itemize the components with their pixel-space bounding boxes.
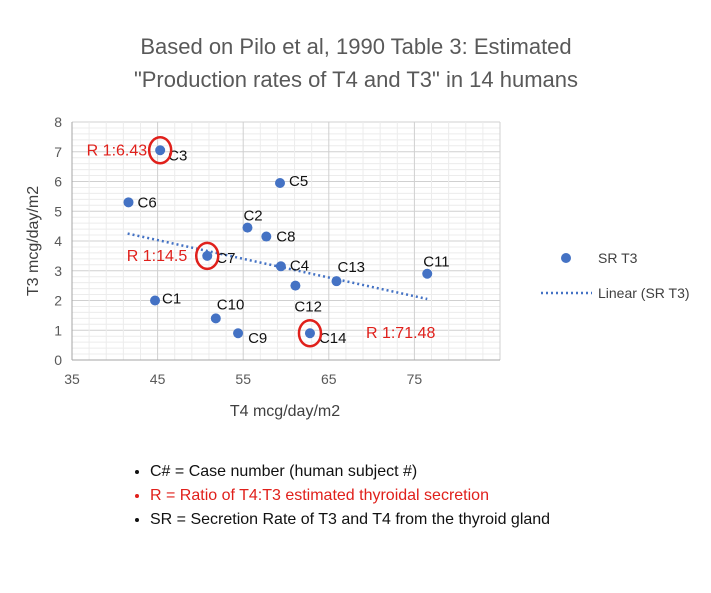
y-tick-label: 3	[54, 263, 62, 279]
ratio-circle-c3	[147, 136, 173, 165]
data-point-c6	[123, 197, 134, 208]
ratio-label-c7: R 1:14.5	[127, 248, 188, 265]
y-axis-label: T3 mcg/day/m2	[25, 186, 42, 296]
data-point-c4	[275, 261, 286, 272]
data-points	[123, 145, 433, 339]
point-label-c11: C11	[423, 254, 449, 271]
data-point-c7	[202, 250, 213, 261]
notes-list: C# = Case number (human subject #) R = R…	[130, 460, 580, 532]
note-secretion-rate: SR = Secretion Rate of T3 and T4 from th…	[150, 508, 580, 532]
point-label-c5: C5	[289, 173, 308, 190]
y-tick-label: 5	[54, 203, 62, 219]
point-label-c3: C3	[168, 147, 187, 164]
data-point-c9	[233, 328, 244, 339]
chart-axes	[71, 122, 500, 361]
linear-trendline	[127, 232, 428, 301]
note-case-number: C# = Case number (human subject #)	[150, 460, 580, 484]
point-label-c2: C2	[243, 208, 262, 225]
scatter-chart: Based on Pilo et al, 1990 Table 3: Estim…	[25, 34, 690, 420]
chart-title-line-2: "Production rates of T4 and T3" in 14 hu…	[134, 67, 578, 92]
chart-title-line-1: Based on Pilo et al, 1990 Table 3: Estim…	[140, 34, 571, 59]
x-tick-label: 65	[321, 371, 337, 387]
data-point-c14	[304, 328, 315, 339]
data-point-c8	[261, 231, 272, 242]
ratio-label-c3: R 1:6.43	[87, 142, 148, 159]
data-point-c1	[150, 295, 161, 306]
y-tick-label: 8	[54, 114, 62, 130]
trendline	[127, 232, 428, 301]
point-label-c7: C7	[216, 250, 235, 267]
ratio-annotations: R 1:6.43 R 1:14.5 R 1:71.48	[87, 136, 435, 348]
x-tick-label: 35	[64, 371, 80, 387]
data-point-c13	[331, 276, 342, 287]
data-point-c10	[210, 313, 221, 324]
data-point-c3	[155, 145, 166, 156]
y-tick-label: 2	[54, 293, 62, 309]
point-label-c4: C4	[290, 257, 309, 274]
legend-marker-sr-t3	[561, 253, 571, 263]
y-tick-label: 0	[54, 352, 62, 368]
point-label-c12: C12	[294, 299, 322, 316]
data-point-c12	[290, 280, 301, 291]
y-tick-label: 1	[54, 322, 62, 338]
legend-label-sr-t3: SR T3	[598, 250, 638, 266]
point-label-c9: C9	[248, 330, 267, 347]
point-label-c10: C10	[217, 296, 245, 313]
point-label-c8: C8	[276, 229, 295, 246]
data-point-c11	[422, 268, 433, 279]
ratio-circle-c14	[297, 318, 323, 348]
chart-gridlines	[71, 121, 501, 361]
y-tick-label: 7	[54, 144, 62, 160]
chart-title: Based on Pilo et al, 1990 Table 3: Estim…	[134, 34, 578, 92]
ratio-label-c14: R 1:71.48	[366, 325, 435, 342]
x-axis-label: T4 mcg/day/m2	[230, 403, 340, 420]
x-tick-label: 55	[235, 371, 251, 387]
y-tick-label: 4	[54, 233, 62, 249]
legend-label-trendline: Linear (SR T3)	[598, 285, 690, 301]
y-tick-label: 6	[54, 174, 62, 190]
point-label-c14: C14	[319, 330, 347, 347]
data-point-c5	[275, 177, 286, 188]
x-tick-label: 75	[407, 371, 423, 387]
legend: SR T3 Linear (SR T3)	[541, 250, 690, 301]
data-point-c2	[242, 222, 253, 233]
point-label-c6: C6	[137, 194, 156, 211]
x-tick-label: 45	[150, 371, 166, 387]
note-ratio: R = Ratio of T4:T3 estimated thyroidal s…	[150, 484, 580, 508]
point-label-c1: C1	[162, 291, 181, 308]
point-label-c13: C13	[338, 259, 366, 276]
ratio-circle-c7	[194, 241, 220, 271]
